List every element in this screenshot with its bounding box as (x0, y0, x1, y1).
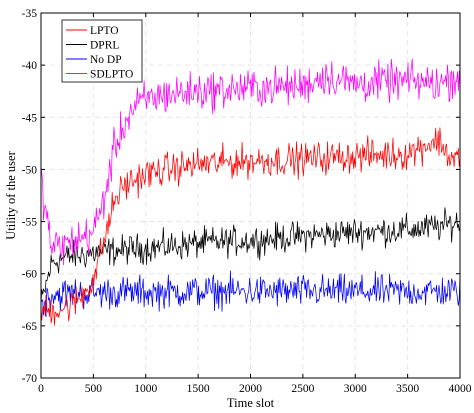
x-tick-label: 0 (38, 383, 44, 395)
x-tick-label: 2000 (239, 383, 262, 395)
x-tick-label: 1000 (134, 383, 157, 395)
y-tick-label: -45 (22, 112, 38, 124)
series-line-no-dp (40, 270, 461, 318)
legend-label: DPRL (90, 40, 119, 52)
y-tick-label: -70 (22, 373, 38, 385)
y-tick-label: -65 (22, 321, 38, 333)
legend-label: SDLPTO (90, 69, 133, 81)
legend-label: No DP (90, 54, 122, 66)
y-tick-label: -60 (22, 269, 38, 281)
series-line-dprl (40, 207, 461, 304)
series-line-lpto (40, 127, 461, 326)
legend: LPTO DPRL No DP SDLPTO (61, 19, 143, 83)
x-tick-label: 3000 (344, 383, 367, 395)
x-tick-label: 1500 (187, 383, 210, 395)
y-tick-label: -35 (22, 8, 38, 20)
x-tick-label: 4000 (449, 383, 472, 395)
y-tick-label: -40 (22, 60, 38, 72)
x-axis-label: Time slot (227, 396, 275, 410)
y-axis-label: Utility of the user (4, 150, 18, 239)
y-tick-label: -50 (22, 164, 38, 176)
x-tick-label: 3500 (396, 383, 419, 395)
y-tick-label: -55 (22, 217, 38, 229)
series-line-sdlpto (40, 58, 461, 266)
x-tick-label: 2500 (291, 383, 314, 395)
legend-label: LPTO (90, 25, 119, 37)
x-tick-label: 500 (85, 383, 103, 395)
